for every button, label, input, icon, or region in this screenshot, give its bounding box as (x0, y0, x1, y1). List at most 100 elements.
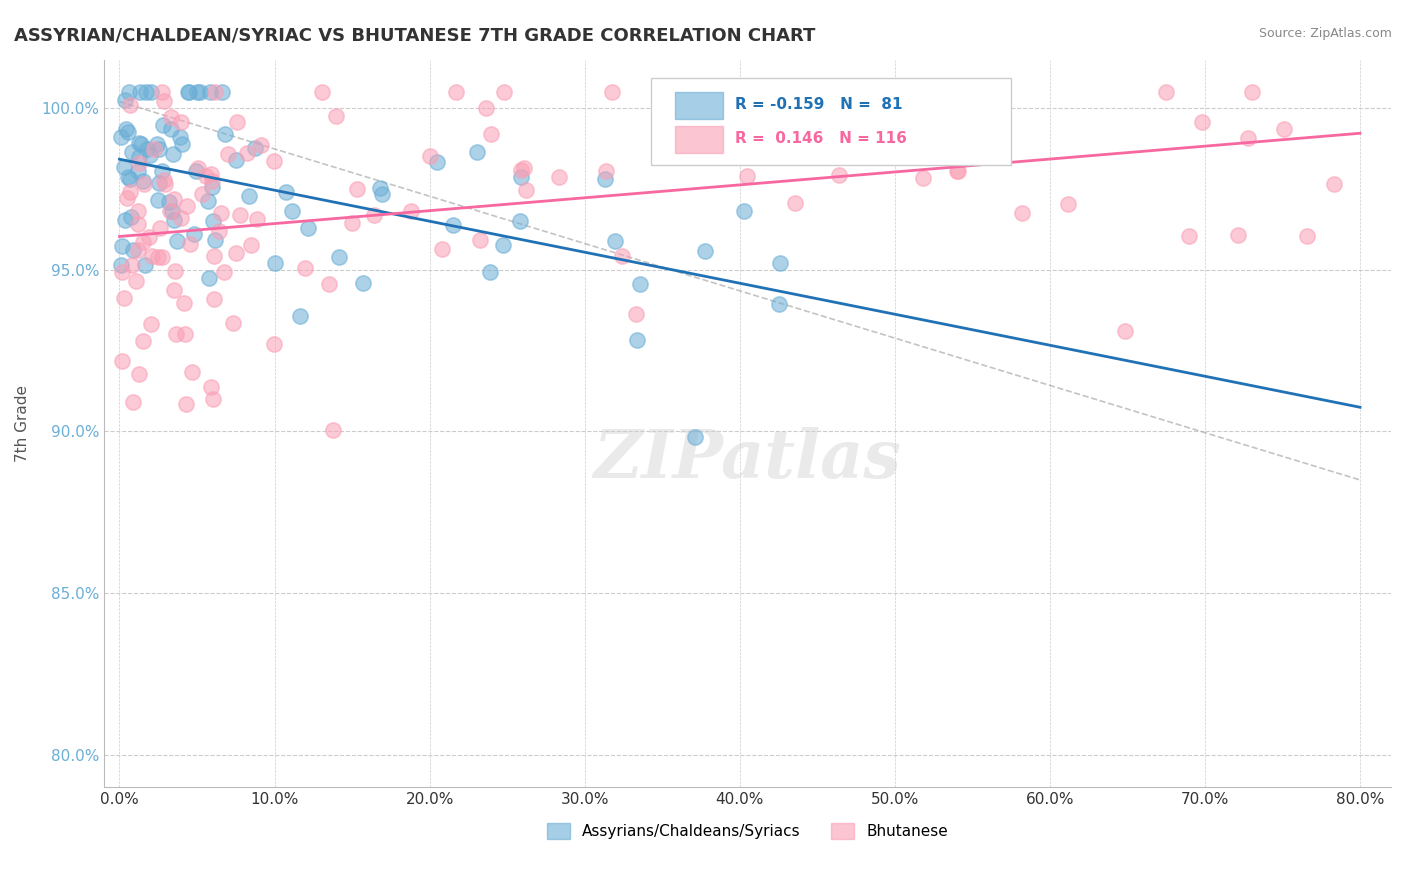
FancyBboxPatch shape (675, 92, 723, 119)
Point (149, 221, 172, 235)
Point (509, 214, 531, 228)
Point (626, 307, 648, 321)
Point (139, 147, 162, 161)
Point (492, 238, 515, 252)
Point (325, 109, 347, 123)
Point (468, 233, 491, 247)
Point (769, 256, 792, 270)
Point (139, 318, 162, 332)
Point (441, 218, 464, 232)
Point (229, 208, 252, 222)
Point (1323, 178, 1346, 192)
Point (114, 93, 136, 107)
Point (115, 191, 138, 205)
Point (117, 169, 139, 184)
Point (515, 183, 537, 197)
Point (243, 141, 266, 155)
Point (263, 337, 285, 351)
Point (612, 249, 634, 263)
Point (111, 238, 134, 252)
Point (201, 214, 224, 228)
Point (141, 249, 163, 263)
Point (1240, 85, 1263, 99)
Point (214, 127, 236, 141)
Point (1272, 122, 1295, 136)
Point (146, 137, 169, 152)
Point (128, 156, 150, 170)
Point (135, 142, 157, 156)
Point (165, 263, 187, 277)
Point (150, 251, 173, 265)
Point (128, 367, 150, 381)
Point (735, 169, 758, 183)
Point (148, 176, 170, 190)
Point (280, 203, 302, 218)
Point (264, 256, 287, 270)
Point (118, 185, 141, 199)
Point (1296, 228, 1319, 243)
Point (188, 85, 211, 99)
Point (479, 127, 502, 141)
Point (110, 129, 132, 144)
Point (128, 136, 150, 151)
Point (202, 249, 225, 263)
Point (121, 145, 143, 160)
Point (593, 172, 616, 186)
Point (187, 161, 209, 176)
Point (122, 244, 145, 258)
Point (121, 394, 143, 409)
Point (173, 326, 195, 341)
Point (340, 216, 363, 230)
Point (294, 261, 316, 276)
Point (201, 174, 224, 188)
Point (368, 181, 391, 195)
Point (135, 85, 157, 99)
Point (474, 101, 496, 115)
Point (920, 85, 942, 99)
Point (148, 193, 170, 207)
Point (509, 170, 531, 185)
Point (197, 194, 219, 208)
Text: R =  0.146   N = 116: R = 0.146 N = 116 (734, 131, 907, 146)
Point (419, 149, 441, 163)
Point (200, 85, 222, 99)
Point (127, 164, 149, 178)
Point (1227, 228, 1250, 243)
Point (138, 229, 160, 244)
Point (204, 85, 226, 99)
Point (733, 203, 755, 218)
Point (208, 224, 231, 238)
Point (509, 163, 531, 178)
Point (160, 121, 183, 136)
Point (146, 251, 169, 265)
Point (120, 97, 142, 112)
Point (202, 392, 225, 406)
Point (153, 177, 176, 191)
Point (165, 327, 187, 342)
Point (948, 164, 970, 178)
Point (1236, 130, 1258, 145)
Point (163, 283, 186, 297)
Point (204, 233, 226, 247)
Point (120, 210, 142, 224)
Point (603, 234, 626, 248)
Point (946, 163, 969, 178)
Point (159, 111, 181, 125)
Point (1191, 114, 1213, 128)
Point (226, 115, 249, 129)
Point (328, 250, 350, 264)
Point (129, 85, 152, 99)
Point (181, 365, 204, 379)
Point (118, 85, 141, 99)
Point (160, 204, 183, 219)
Point (200, 167, 222, 181)
Point (153, 94, 176, 108)
Point (129, 136, 152, 151)
Point (941, 85, 963, 99)
Point (828, 169, 851, 183)
Point (371, 187, 394, 202)
Point (117, 125, 139, 139)
Point (111, 354, 134, 368)
Point (153, 173, 176, 187)
Point (238, 188, 260, 202)
